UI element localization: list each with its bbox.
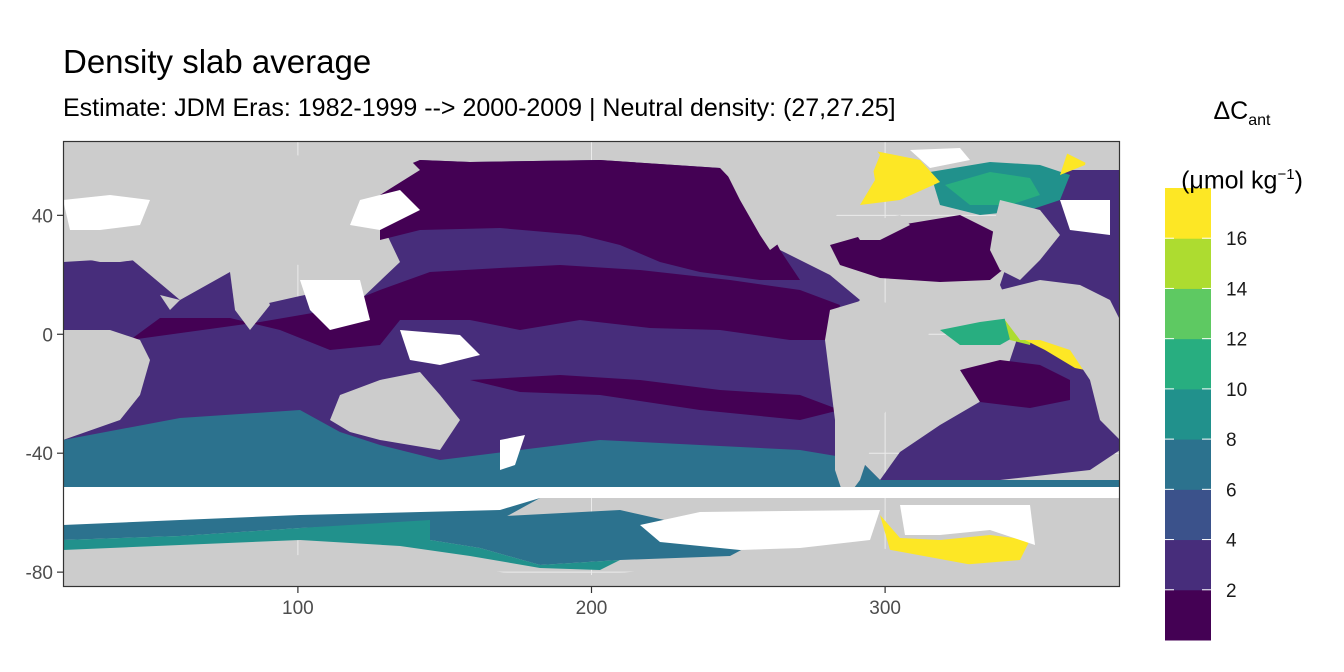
y-tick-label: 0 <box>42 325 53 346</box>
y-tick-label: -40 <box>26 444 53 465</box>
legend-unit-sup: −1 <box>1277 166 1295 183</box>
legend-color-bin <box>1165 338 1211 390</box>
legend-label: 14 <box>1226 279 1248 300</box>
legend-label: 4 <box>1226 531 1237 552</box>
legend-color-bin <box>1165 188 1211 239</box>
x-tick-label: 200 <box>576 598 608 619</box>
legend-label: 10 <box>1226 380 1247 401</box>
legend-unit-close: ) <box>1294 166 1303 195</box>
legend-title-sub: ant <box>1248 112 1271 129</box>
chart-title: Density slab average <box>63 43 372 80</box>
panel-border <box>62 140 1121 588</box>
no-data-areas <box>63 148 1120 550</box>
legend-unit-main: (μmol kg <box>1181 166 1278 195</box>
legend-color-bin <box>1165 489 1211 541</box>
legend-color-bin <box>1165 388 1211 440</box>
x-axis: 100 200 300 <box>282 587 901 619</box>
legend-color-bin <box>1165 439 1211 490</box>
chart-subtitle: Estimate: JDM Eras: 1982-1999 --> 2000-2… <box>63 94 896 122</box>
legend-label: 16 <box>1226 229 1247 250</box>
y-tick-label: 40 <box>32 206 53 227</box>
legend-label: 2 <box>1226 581 1237 602</box>
y-axis: 40 0 -40 -80 <box>26 206 63 584</box>
x-tick-label: 300 <box>869 598 901 619</box>
land-masses <box>63 141 1120 587</box>
y-tick-label: -80 <box>26 563 53 584</box>
legend-color-bin <box>1165 288 1211 340</box>
ocean-fill <box>63 142 1120 570</box>
legend-title-main: ΔC <box>1213 97 1249 125</box>
legend-color-bin <box>1165 589 1211 641</box>
legend-label: 12 <box>1226 330 1247 351</box>
x-tick-label: 100 <box>282 598 314 619</box>
legend-label: 8 <box>1226 430 1237 451</box>
color-legend: 2 4 6 8 10 12 14 16 <box>1165 188 1248 641</box>
legend-label: 6 <box>1226 480 1237 501</box>
legend-color-bin <box>1165 539 1211 591</box>
legend-title: ΔCant (μmol kg−1) <box>1162 84 1322 207</box>
map-panel <box>62 140 1121 588</box>
legend-color-bin <box>1165 238 1211 289</box>
